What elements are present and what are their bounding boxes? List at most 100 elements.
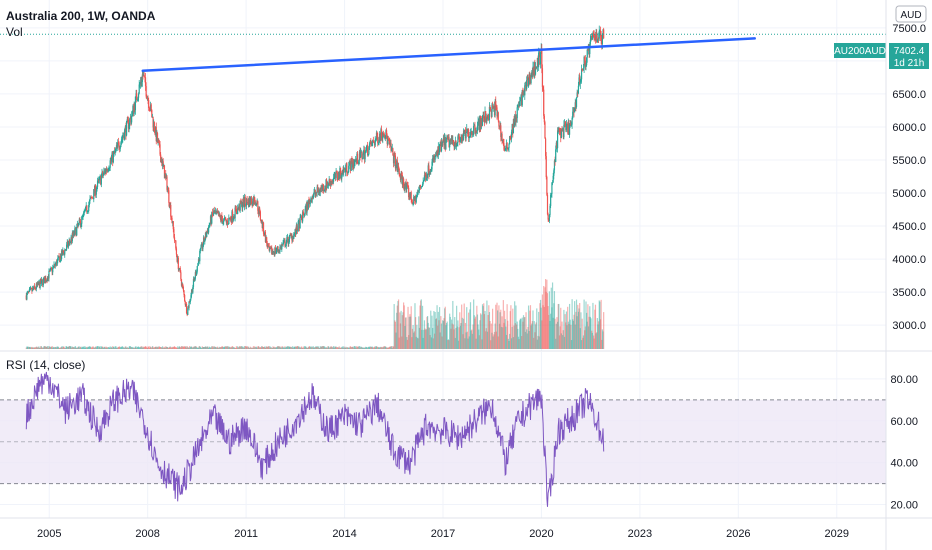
volume-bar [80, 346, 82, 349]
volume-bar [432, 327, 434, 349]
candle-body [325, 179, 327, 190]
volume-bar [445, 325, 447, 349]
volume-bar [572, 319, 574, 349]
volume-bar [141, 346, 143, 349]
candle-body [527, 76, 529, 87]
volume-bar [101, 346, 103, 349]
candle-body [594, 37, 597, 41]
candle-body [371, 141, 373, 146]
candle-body [235, 208, 237, 213]
volume-bar [518, 339, 520, 349]
candle-body [284, 240, 286, 247]
candle-body [520, 95, 522, 98]
volume-bar [572, 320, 574, 349]
volume-bar [222, 346, 224, 349]
candle-body [512, 124, 514, 134]
candle-body [480, 118, 482, 129]
volume-bar [132, 347, 135, 349]
candle-body [322, 184, 324, 191]
candle-body [117, 142, 119, 147]
volume-bar [52, 346, 54, 349]
volume-bar [63, 346, 65, 349]
candle-body [108, 169, 110, 171]
volume-bar [115, 346, 117, 349]
volume-bar [41, 347, 43, 349]
volume-bar [328, 347, 330, 349]
candle-body [524, 85, 526, 96]
candle-body [202, 237, 205, 246]
candle-body [417, 191, 419, 193]
volume-bar [295, 346, 297, 349]
volume-bar [435, 318, 438, 349]
volume-bar [384, 346, 386, 349]
candle-body [471, 132, 473, 135]
volume-bar [544, 287, 546, 349]
candle-body [311, 197, 313, 203]
candle-body [377, 137, 379, 144]
candle-body [277, 246, 279, 251]
candle-body [282, 242, 284, 246]
volume-bar [457, 340, 460, 349]
volume-bar [591, 332, 593, 349]
volume-bar [71, 347, 73, 349]
volume-bar [255, 346, 258, 349]
volume-bar [57, 346, 59, 349]
volume-bar [303, 346, 306, 349]
volume-bar [540, 307, 542, 349]
candle-body [66, 244, 68, 250]
candle-body [385, 130, 387, 138]
volume-bar [72, 346, 74, 349]
rsi-tick-label: 60.00 [890, 416, 918, 428]
candle-body [343, 169, 345, 173]
time-axis[interactable]: 2005 2008 2011 2014 2017 2020 2023 2026 2029 [37, 528, 849, 540]
volume-bar [590, 318, 592, 349]
volume-bar [527, 326, 529, 349]
rsi-tick-label: 40.00 [890, 458, 918, 470]
candle-body [387, 138, 389, 144]
candle-body [483, 115, 485, 122]
candle-body [153, 122, 155, 132]
candle-body [442, 138, 444, 142]
candle-body [367, 145, 369, 156]
candle-body [457, 136, 459, 143]
candle-body [144, 77, 146, 78]
candle-body [336, 172, 338, 179]
candle-body [352, 162, 354, 168]
candle-body [112, 152, 114, 163]
currency-badge[interactable]: AUD [895, 5, 927, 23]
candle-body [81, 216, 84, 218]
candle-body [79, 221, 82, 227]
volume-bar [55, 346, 57, 349]
volume-bar [37, 347, 39, 349]
candle-body [428, 165, 430, 176]
price-tick-label: 3500.0 [892, 287, 926, 299]
volume-bar [387, 347, 390, 349]
volume-bar [56, 346, 58, 349]
candle-body [215, 211, 217, 213]
trend-line[interactable] [141, 37, 756, 73]
candle-body [213, 210, 215, 215]
candle-body [196, 266, 198, 272]
volume-bar [233, 347, 236, 349]
candle-body [310, 198, 312, 200]
candle-body [538, 52, 540, 53]
candle-body [182, 286, 184, 291]
candle-body [129, 118, 131, 125]
volume-bar [366, 347, 368, 349]
candle-body [64, 249, 66, 255]
candle-body [290, 234, 292, 236]
volume-bar [221, 346, 224, 349]
candle-body [558, 128, 560, 133]
volume-bar [310, 346, 312, 349]
volume-bar [568, 323, 570, 349]
volume-bar [485, 328, 487, 349]
candle-body [163, 165, 165, 167]
candle-body [50, 268, 53, 269]
candle-body [245, 198, 248, 206]
price-axis[interactable]: 3000.03500.04000.04500.05000.05500.06000… [892, 23, 926, 332]
volume-bar [86, 346, 88, 349]
volume-bar [62, 346, 65, 349]
price-tick-label: 3000.0 [892, 320, 926, 332]
